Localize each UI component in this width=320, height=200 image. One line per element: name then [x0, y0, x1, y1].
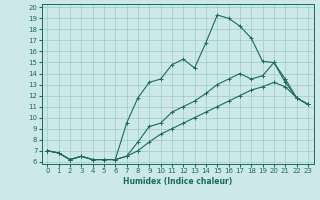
X-axis label: Humidex (Indice chaleur): Humidex (Indice chaleur) [123, 177, 232, 186]
